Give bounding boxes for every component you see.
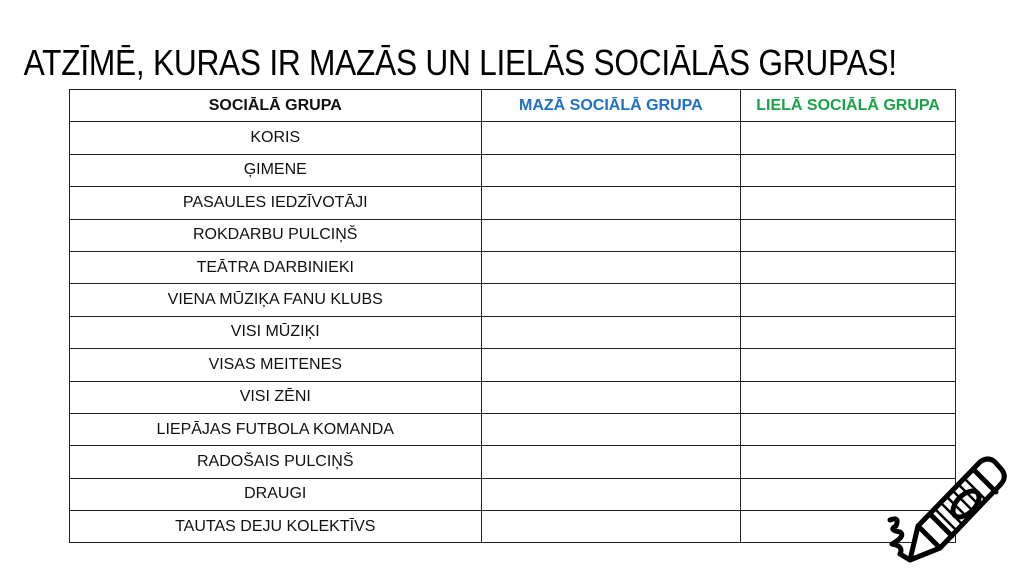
group-name-cell: VISI MŪZIĶI [69, 315, 482, 350]
small-group-cell[interactable] [480, 412, 742, 447]
header-small-group: MAZĀ SOCIĀLĀ GRUPA [480, 88, 742, 123]
small-group-cell[interactable] [480, 121, 742, 155]
group-name-cell: VISAS MEITENES [69, 348, 482, 382]
header-large-group: LIELĀ SOCIĀLĀ GRUPA [740, 88, 956, 123]
small-group-cell[interactable] [480, 348, 742, 382]
table-row: LIEPĀJAS FUTBOLA KOMANDA [69, 412, 956, 447]
large-group-cell[interactable] [740, 121, 956, 155]
social-groups-table: SOCIĀLĀ GRUPA MAZĀ SOCIĀLĀ GRUPA LIELĀ S… [69, 88, 956, 544]
small-group-cell[interactable] [480, 477, 742, 512]
group-name-cell: TAUTAS DEJU KOLEKTĪVS [69, 510, 482, 544]
group-name-cell: DRAUGI [69, 477, 482, 512]
large-group-cell[interactable] [740, 348, 956, 382]
crayon-icon [887, 456, 1007, 563]
table-row: VISI MŪZIĶI [69, 315, 956, 350]
small-group-cell[interactable] [480, 380, 742, 414]
table-header-row: SOCIĀLĀ GRUPA MAZĀ SOCIĀLĀ GRUPA LIELĀ S… [69, 88, 956, 123]
small-group-cell[interactable] [480, 315, 742, 350]
large-group-cell[interactable] [740, 412, 956, 447]
table-row: ĢIMENE [69, 153, 956, 188]
large-group-cell[interactable] [740, 186, 956, 220]
group-name-cell: VISI ZĒNI [69, 380, 482, 414]
small-group-cell[interactable] [480, 186, 742, 220]
group-name-cell: TEĀTRA DARBINIEKI [69, 250, 482, 285]
group-name-cell: PASAULES IEDZĪVOTĀJI [69, 186, 482, 220]
small-group-cell[interactable] [480, 250, 742, 285]
group-name-cell: ĢIMENE [69, 153, 482, 188]
large-group-cell[interactable] [740, 283, 956, 317]
slide-title: ATZĪMĒ, KURAS IR MAZĀS UN LIELĀS SOCIĀLĀ… [23, 42, 897, 83]
table-row: VISI ZĒNI [69, 380, 956, 414]
group-name-cell: ROKDARBU PULCIŅŠ [69, 218, 482, 252]
table-row: DRAUGI [69, 477, 956, 512]
large-group-cell[interactable] [740, 153, 956, 188]
group-name-cell: VIENA MŪZIĶA FANU KLUBS [69, 283, 482, 317]
table-row: VISAS MEITENES [69, 348, 956, 382]
large-group-cell[interactable] [740, 218, 956, 252]
table-row: TEĀTRA DARBINIEKI [69, 250, 956, 285]
table-row: ROKDARBU PULCIŅŠ [69, 218, 956, 252]
group-name-cell: RADOŠAIS PULCIŅŠ [69, 445, 482, 479]
table-row: PASAULES IEDZĪVOTĀJI [69, 186, 956, 220]
small-group-cell[interactable] [480, 153, 742, 188]
large-group-cell[interactable] [740, 380, 956, 414]
group-name-cell: KORIS [69, 121, 482, 155]
table-row: KORIS [69, 121, 956, 155]
table-row: VIENA MŪZIĶA FANU KLUBS [69, 283, 956, 317]
header-social-group: SOCIĀLĀ GRUPA [69, 88, 482, 123]
large-group-cell[interactable] [740, 315, 956, 350]
small-group-cell[interactable] [480, 510, 742, 544]
group-name-cell: LIEPĀJAS FUTBOLA KOMANDA [69, 412, 482, 447]
large-group-cell[interactable] [740, 250, 956, 285]
small-group-cell[interactable] [480, 283, 742, 317]
small-group-cell[interactable] [480, 218, 742, 252]
table-row: RADOŠAIS PULCIŅŠ [69, 445, 956, 479]
table-row: TAUTAS DEJU KOLEKTĪVS [69, 510, 956, 544]
small-group-cell[interactable] [480, 445, 742, 479]
